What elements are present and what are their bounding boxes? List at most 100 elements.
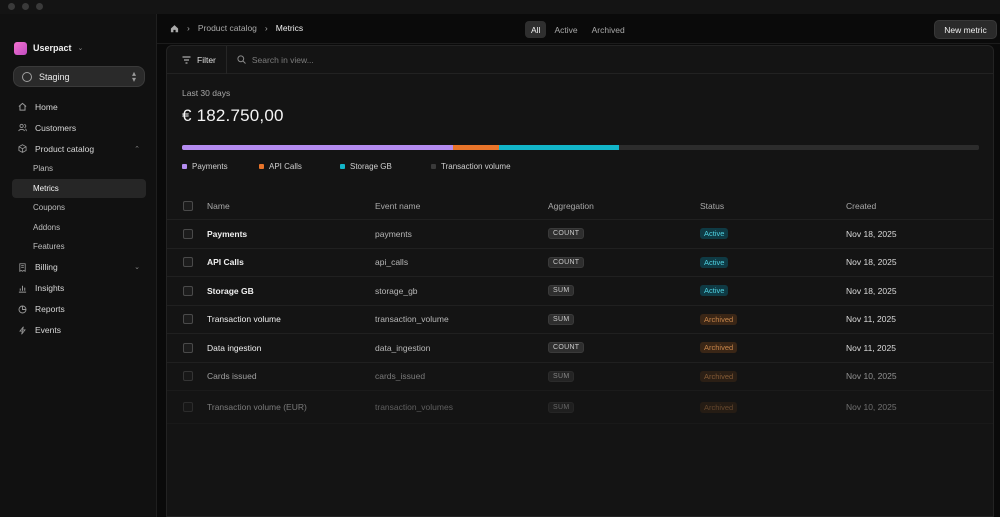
status-badge: Active [700, 256, 729, 268]
environment-select[interactable]: Staging ▴ ▾ [13, 66, 145, 87]
new-metric-button[interactable]: New metric [934, 20, 997, 39]
column-created[interactable]: Created [846, 200, 877, 211]
sidebar-item-label: Product catalog [35, 143, 95, 154]
legend-item: Transaction volume [431, 162, 511, 171]
breakdown-legend: Payments API Calls Storage GB Transaction v… [182, 162, 511, 171]
row-checkbox[interactable] [183, 228, 193, 239]
row-checkbox[interactable] [183, 342, 193, 353]
metrics-table: Name Event name Aggregation Status Creat… [167, 192, 993, 424]
environment-icon [22, 71, 32, 82]
aggregation-badge: COUNT [548, 256, 585, 268]
event-name: api_calls [375, 257, 409, 268]
event-name: data_ingestion [375, 342, 431, 353]
created-date: Nov 18, 2025 [846, 257, 897, 268]
sidebar-item-customers[interactable]: Customers [12, 117, 146, 138]
row-checkbox[interactable] [183, 257, 193, 268]
tab-archived[interactable]: Archived [591, 24, 625, 35]
sidebar-subitem-features[interactable]: Features [33, 242, 65, 252]
status-filter-tabs: All Active Archived [525, 21, 631, 38]
search-input[interactable]: Search in view... [227, 55, 314, 65]
bolt-icon [19, 325, 26, 335]
sidebar-subitem-plans[interactable]: Plans [33, 164, 54, 174]
metric-name: Data ingestion [207, 342, 262, 353]
filter-label: Filter [197, 54, 216, 65]
aggregation-badge: COUNT [548, 342, 585, 354]
column-name[interactable]: Name [207, 200, 230, 211]
filter-button[interactable]: Filter [167, 45, 227, 74]
status-badge: Archived [700, 342, 738, 354]
table-row[interactable]: Cards issued cards_issued SUM Archived Nov 1… [167, 363, 993, 391]
column-aggregation[interactable]: Aggregation [548, 200, 594, 211]
metrics-panel: Filter Search in view... Last 30 days € … [166, 45, 994, 517]
chevron-up-down-icon: ▴ ▾ [131, 68, 136, 84]
sidebar-item-billing[interactable]: Billing ⌄ [12, 257, 146, 278]
breadcrumb-separator-icon: › [187, 23, 190, 33]
table-row[interactable]: Transaction volume (EUR) transaction_volu… [167, 391, 993, 424]
chart-icon [18, 285, 27, 293]
row-checkbox[interactable] [183, 314, 193, 325]
workspace-logo-icon [14, 41, 27, 55]
sidebar-subitem-coupons[interactable]: Coupons [33, 203, 66, 213]
view-toolbar: Filter Search in view... [167, 45, 993, 74]
window-minimize-dot[interactable] [22, 3, 29, 10]
window-maximize-dot[interactable] [36, 3, 43, 10]
breakdown-segment [182, 145, 453, 150]
table-row[interactable]: API Calls api_calls COUNT Active Nov 18, 202… [167, 249, 993, 277]
table-row[interactable]: Payments payments COUNT Active Nov 18, 2025 [167, 220, 993, 249]
sidebar-item-home[interactable]: Home [12, 96, 146, 117]
table-header: Name Event name Aggregation Status Creat… [167, 192, 993, 220]
table-row[interactable]: Storage GB storage_gb SUM Active Nov 18, 202… [167, 277, 993, 306]
sidebar-subitem-addons[interactable]: Addons [33, 222, 61, 232]
event-name: payments [375, 228, 412, 239]
table-body: Payments payments COUNT Active Nov 18, 2025 A… [167, 220, 993, 424]
sidebar-item-reports[interactable]: Reports [12, 299, 146, 320]
sidebar-nav: Home Customers Product catalog ⌃ Plans M… [12, 96, 146, 341]
chevron-up-icon: ⌃ [134, 145, 140, 153]
summary-period: Last 30 days [182, 88, 231, 98]
workspace-switcher[interactable]: Userpact ⌄ [14, 40, 83, 56]
sidebar-item-insights[interactable]: Insights [12, 278, 146, 299]
aggregation-badge: SUM [548, 313, 575, 325]
breakdown-segment [499, 145, 619, 150]
table-row[interactable]: Data ingestion data_ingestion COUNT Archive… [167, 334, 993, 363]
breadcrumb-separator-icon: › [264, 23, 268, 33]
home-icon[interactable] [170, 24, 179, 33]
sidebar-item-label: Billing [35, 262, 58, 272]
select-all-checkbox[interactable] [183, 200, 193, 211]
legend-item: Payments [182, 162, 259, 171]
legend-item: API Calls [259, 162, 340, 171]
aggregation-badge: COUNT [548, 228, 585, 240]
aggregation-badge: SUM [548, 370, 575, 382]
legend-item: Storage GB [340, 162, 431, 171]
legend-swatch [340, 164, 345, 169]
legend-label: API Calls [269, 162, 302, 171]
tab-all[interactable]: All [525, 21, 547, 38]
workspace-name: Userpact [33, 43, 72, 53]
legend-swatch [182, 164, 187, 169]
row-checkbox[interactable] [183, 402, 193, 412]
sidebar-item-events[interactable]: Events [12, 320, 146, 341]
metric-name: Transaction volume [207, 314, 281, 325]
column-event-name[interactable]: Event name [375, 200, 421, 211]
sidebar-item-label: Insights [35, 283, 65, 293]
sidebar-item-product-catalog[interactable]: Product catalog ⌃ [12, 138, 146, 159]
event-name: transaction_volumes [375, 402, 453, 412]
column-status[interactable]: Status [700, 200, 725, 211]
breadcrumb-parent[interactable]: Product catalog [197, 23, 257, 33]
receipt-icon [19, 262, 26, 272]
window-close-dot[interactable] [8, 3, 15, 10]
status-badge: Archived [700, 313, 738, 325]
row-checkbox[interactable] [183, 371, 193, 382]
sidebar-subitem-metrics[interactable]: Metrics [12, 178, 146, 198]
legend-swatch [259, 164, 264, 169]
pie-chart-icon [18, 305, 27, 313]
search-icon [237, 55, 246, 64]
users-icon [18, 123, 27, 132]
row-checkbox[interactable] [183, 285, 193, 296]
created-date: Nov 18, 2025 [846, 228, 897, 239]
table-row[interactable]: Transaction volume transaction_volume SUM A… [167, 306, 993, 334]
tab-active[interactable]: Active [554, 24, 578, 35]
created-date: Nov 18, 2025 [846, 285, 897, 296]
sidebar: Userpact ⌄ Staging ▴ ▾ Home Customers Pro… [0, 14, 157, 517]
aggregation-badge: SUM [548, 401, 575, 413]
